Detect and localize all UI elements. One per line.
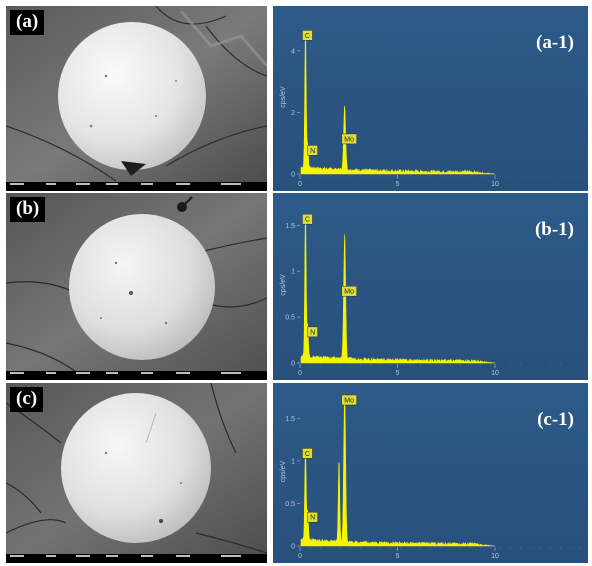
x-tick-label: 5 <box>396 370 400 377</box>
peak-label-box <box>307 511 318 523</box>
panel-label-c-1: (c-1) <box>537 409 574 430</box>
y-axis-label: cps/eV <box>280 86 287 108</box>
x-tick-label: 5 <box>396 553 400 560</box>
spectrum-area <box>300 394 495 547</box>
x-tick-label: 0 <box>298 370 302 377</box>
peak-label-box <box>307 145 318 156</box>
peak-label: C <box>305 33 310 40</box>
sem-image-a: (a) <box>6 6 267 191</box>
x-tick-label: 5 <box>396 181 400 188</box>
y-tick-label: 0 <box>291 172 295 179</box>
sem-image-c: (c) <box>6 383 267 563</box>
peak-label-box <box>302 30 313 41</box>
peak-label: C <box>305 217 310 224</box>
y-tick-label: 0 <box>291 361 295 368</box>
peak-label-box <box>341 133 357 145</box>
panel-label-c: (c) <box>10 387 44 412</box>
sem-data-bar-a <box>6 182 267 191</box>
peak-label: N <box>310 148 315 155</box>
peak-label-box <box>302 448 313 459</box>
y-tick-label: 1 <box>291 458 295 465</box>
sem-data-bar-b <box>6 371 267 380</box>
peak-label: Mo <box>344 398 354 405</box>
x-tick-label: 10 <box>491 181 499 188</box>
peak-label-box <box>302 213 313 225</box>
panel-label-b-1: (b-1) <box>534 219 574 240</box>
y-tick-label: 1 <box>291 269 295 276</box>
y-tick-label: 0.5 <box>285 315 295 322</box>
panel-label-a-1: (a-1) <box>536 32 574 53</box>
eds-plot-b-1: cps/eV 0 0.5 1 1.5 0 5 10 C N Mo <box>280 213 582 377</box>
peak-label: N <box>310 329 315 336</box>
peak-label-box <box>307 326 318 338</box>
sem-image-b: (b) <box>6 193 267 380</box>
y-tick-label: 1.5 <box>285 223 295 230</box>
spectrum-area <box>300 30 495 175</box>
spectrum-area <box>300 213 495 364</box>
panel-label-b: (b) <box>10 197 46 222</box>
peak-label-box <box>341 394 357 406</box>
peak-label: Mo <box>344 289 354 296</box>
y-tick-label: 4 <box>291 48 295 55</box>
y-axis-label: cps/eV <box>280 274 287 296</box>
eds-spectrum-c-1: cps/eV 0 0.5 1 1.5 0 5 10 C N Mo (c-1) <box>273 383 588 563</box>
sem-micrograph-c <box>6 383 267 563</box>
eds-spectrum-a-1: cps/eV 0 2 4 0 5 10 C N Mo (a-1) <box>273 6 588 191</box>
sem-micrograph-a <box>6 6 267 191</box>
peak-label-box <box>341 285 357 297</box>
eds-plot-c-1: cps/eV 0 0.5 1 1.5 0 5 10 C N Mo <box>280 394 582 560</box>
peak-label: N <box>310 515 315 522</box>
y-tick-label: 0.5 <box>285 501 295 508</box>
x-tick-label: 10 <box>491 553 499 560</box>
eds-plot-a-1: cps/eV 0 2 4 0 5 10 C N Mo <box>280 30 582 188</box>
x-tick-label: 0 <box>298 181 302 188</box>
y-tick-label: 2 <box>291 110 295 117</box>
eds-spectrum-b-1: cps/eV 0 0.5 1 1.5 0 5 10 C N Mo (b-1) <box>273 193 588 380</box>
panel-label-a: (a) <box>10 10 45 35</box>
sem-data-bar-c <box>6 554 267 563</box>
y-tick-label: 1.5 <box>285 416 295 423</box>
sem-micrograph-b <box>6 193 267 380</box>
y-axis-label: cps/eV <box>280 460 287 482</box>
y-tick-label: 0 <box>291 544 295 551</box>
peak-label: Mo <box>344 136 354 143</box>
x-tick-label: 10 <box>491 370 499 377</box>
peak-label: C <box>305 451 310 458</box>
x-tick-label: 0 <box>298 553 302 560</box>
